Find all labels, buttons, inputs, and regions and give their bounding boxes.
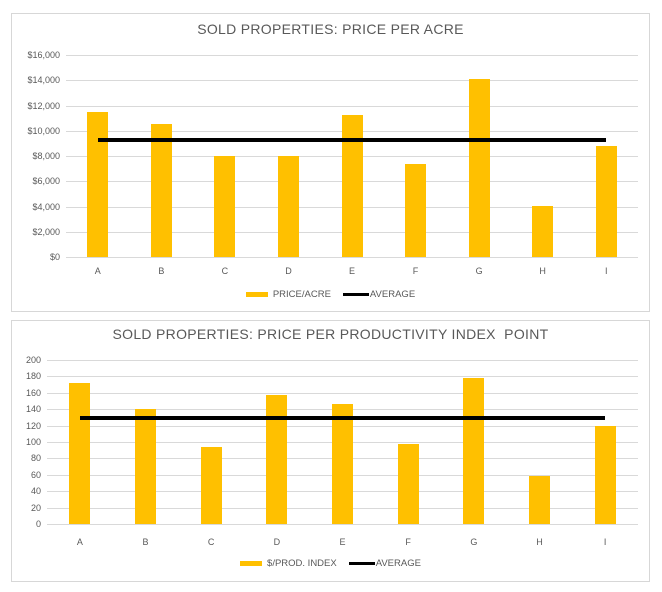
x-axis-label: G: [475, 266, 483, 276]
bar-H: [529, 476, 550, 524]
bar-B: [135, 409, 156, 524]
bar-series-swatch-icon: [240, 561, 263, 566]
x-axis-label: A: [76, 537, 83, 547]
legend-item-average: AVERAGE: [348, 558, 421, 569]
bar-C: [200, 447, 222, 524]
x-axis-label: F: [412, 266, 419, 276]
bar-C: [214, 156, 236, 257]
y-axis-label: $8,000: [32, 151, 60, 161]
bar-A: [69, 383, 91, 524]
bar-F: [405, 164, 427, 257]
x-axis-label: G: [470, 537, 478, 547]
y-axis-label: $14,000: [27, 75, 60, 86]
average-line: [97, 137, 607, 142]
y-axis-label: $0: [49, 252, 60, 262]
y-axis-label: 40: [30, 486, 41, 497]
gridline: [47, 524, 638, 525]
y-axis-label: $4,000: [32, 201, 60, 212]
average-line-swatch-icon: [342, 293, 369, 296]
gridline: [66, 80, 638, 81]
bar-I: [595, 146, 617, 257]
gridline: [47, 393, 638, 394]
x-axis-label: B: [158, 266, 165, 276]
average-line-swatch-icon: [348, 562, 375, 565]
gridline: [66, 106, 638, 107]
legend-label: AVERAGE: [369, 289, 416, 300]
x-axis-label: D: [273, 537, 281, 547]
x-axis-label: E: [348, 266, 355, 276]
x-axis-label: C: [207, 537, 215, 547]
legend-label: $/PROD. INDEX: [267, 558, 337, 569]
legend-label: AVERAGE: [375, 558, 421, 569]
bar-G: [463, 378, 485, 524]
y-axis-label: $16,000: [27, 50, 60, 60]
y-axis-label: 0: [35, 519, 41, 529]
x-axis-label: I: [603, 537, 607, 547]
legend: $/PROD. INDEX AVERAGE: [12, 558, 649, 569]
bar-B: [150, 124, 172, 257]
y-axis-label: $2,000: [32, 226, 60, 237]
y-axis-label: $12,000: [27, 100, 60, 111]
x-axis-label: B: [142, 537, 149, 547]
bar-E: [341, 115, 363, 257]
legend-item-price-acre: PRICE/ACRE: [245, 289, 331, 300]
legend: PRICE/ACRE AVERAGE: [12, 289, 649, 300]
bar-D: [266, 395, 288, 524]
legend-item-average: AVERAGE: [342, 289, 416, 300]
bar-series-swatch-icon: [245, 292, 268, 297]
x-axis-label: I: [604, 266, 608, 276]
y-axis-label: 60: [30, 469, 41, 480]
y-axis-label: 140: [25, 404, 41, 415]
gridline: [47, 360, 638, 361]
y-axis-label: 160: [25, 387, 41, 398]
x-axis-label: H: [539, 266, 546, 276]
legend-label: PRICE/ACRE: [272, 289, 331, 300]
gridline: [66, 257, 638, 258]
plot-area: [47, 360, 638, 525]
y-axis-label: $6,000: [32, 176, 60, 187]
bar-G: [468, 79, 490, 257]
x-axis-label: A: [94, 266, 101, 276]
price-per-acre-chart: SOLD PROPERTIES: PRICE PER ACRE PRICE/AC…: [11, 13, 650, 312]
gridline: [66, 55, 638, 56]
gridline: [47, 376, 638, 377]
chart-title: SOLD PROPERTIES: PRICE PER ACRE: [197, 21, 464, 37]
bar-E: [332, 404, 353, 524]
y-axis-label: 80: [30, 453, 41, 464]
y-axis-label: 100: [25, 437, 41, 447]
plot-area: [66, 55, 638, 258]
bar-A: [87, 112, 109, 257]
x-axis-label: F: [405, 537, 411, 547]
bar-H: [532, 206, 554, 257]
x-axis-label: E: [339, 537, 346, 547]
y-axis-label: 200: [25, 355, 41, 365]
y-axis-label: 120: [25, 420, 41, 431]
legend-item-prod-index: $/PROD. INDEX: [240, 558, 337, 569]
y-axis-label: 180: [25, 371, 41, 382]
x-axis-label: H: [536, 537, 543, 547]
x-axis-label: D: [285, 266, 292, 276]
y-axis-label: $10,000: [27, 125, 60, 136]
price-per-productivity-index-chart: SOLD PROPERTIES: PRICE PER PRODUCTIVITY …: [11, 320, 650, 582]
bar-D: [277, 156, 299, 257]
chart-title: SOLD PROPERTIES: PRICE PER PRODUCTIVITY …: [112, 326, 549, 342]
x-axis-label: C: [221, 266, 229, 276]
bar-I: [594, 426, 616, 524]
bar-F: [397, 444, 419, 524]
average-line: [79, 416, 606, 421]
y-axis-label: 20: [30, 502, 41, 513]
